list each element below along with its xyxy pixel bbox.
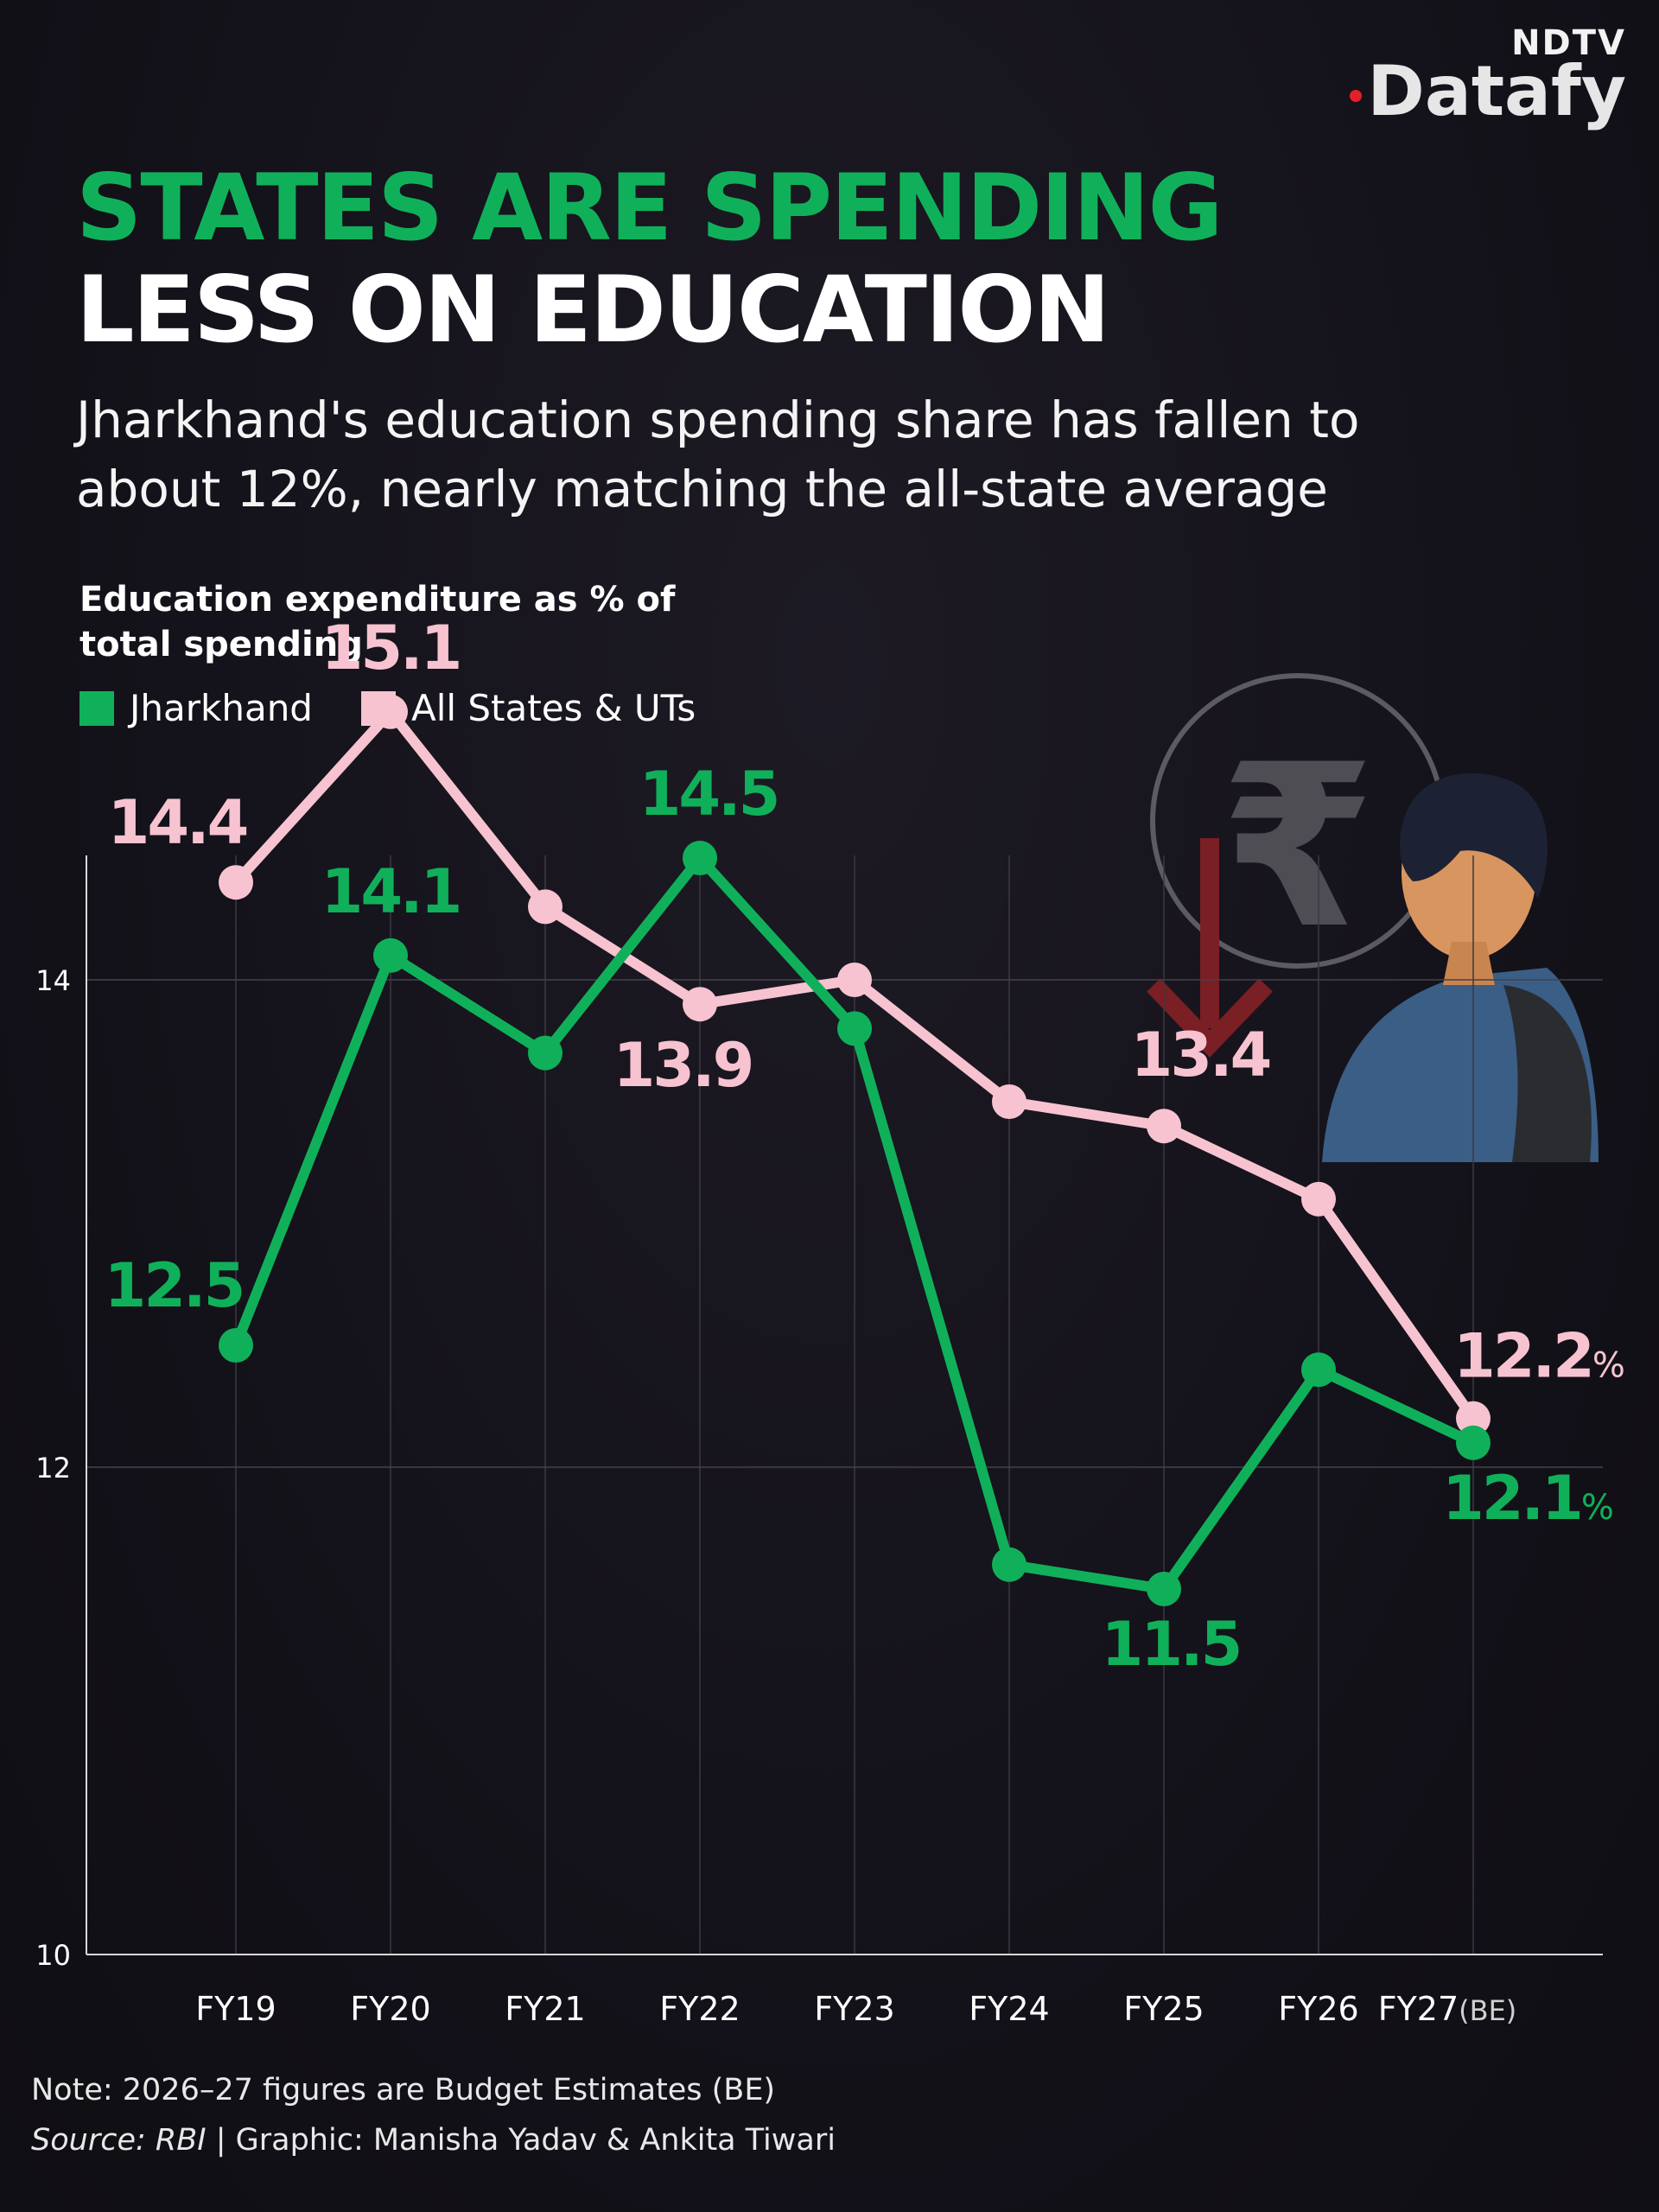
legend-item-jharkhand: Jharkhand [79, 687, 313, 729]
x-tick-label: FY21 [505, 1990, 585, 2028]
brand-dot [1350, 90, 1363, 103]
data-label-suffix: % [1581, 1488, 1612, 1528]
x-tick-label: FY27(BE) [1378, 1990, 1517, 2028]
data-point [837, 1011, 872, 1046]
data-label-suffix: % [1592, 1346, 1624, 1386]
data-point [528, 1035, 563, 1071]
data-point [1456, 1425, 1491, 1460]
data-label: 13.9 [613, 1030, 753, 1101]
data-point [1456, 1401, 1491, 1436]
x-tick-label: FY25 [1123, 1990, 1204, 2028]
title-line-1: STATES ARE SPENDING [76, 155, 1223, 261]
data-label: 12.5 [105, 1250, 244, 1321]
data-point [219, 1328, 253, 1363]
x-tick-label: FY23 [814, 1990, 894, 2028]
data-point [219, 865, 253, 900]
x-tick-label: FY19 [195, 1990, 276, 2028]
data-point [373, 694, 408, 729]
x-tick-label: FY22 [659, 1990, 740, 2028]
svg-text:₹: ₹ [1220, 717, 1376, 978]
brand-bottom: Datafy [1367, 51, 1626, 131]
data-point [837, 963, 872, 997]
note-text: Note: 2026–27 figures are Budget Estimat… [31, 2073, 776, 2107]
legend: Jharkhand All States & UTs [79, 687, 744, 729]
source-label: Source: [31, 2123, 146, 2158]
source-name: RBI [155, 2123, 207, 2158]
data-point [992, 1547, 1027, 1582]
data-label: 15.1 [321, 613, 461, 683]
legend-label-jharkhand: Jharkhand [130, 687, 313, 729]
data-point [373, 938, 408, 973]
legend-swatch-jharkhand [79, 690, 114, 726]
data-point [1147, 1572, 1181, 1606]
data-point [992, 1084, 1027, 1119]
data-point [683, 841, 717, 875]
x-tick-suffix: (BE) [1459, 1994, 1516, 2027]
brand-logo: NDTV Datafy [1350, 26, 1626, 126]
data-point [1301, 1352, 1336, 1388]
data-label: 14.5 [639, 759, 779, 830]
x-tick-label: FY26 [1278, 1990, 1358, 2028]
source-credits: | Graphic: Manisha Yadav & Ankita Tiwari [206, 2123, 836, 2158]
data-label: 14.4 [108, 787, 247, 858]
data-point [1147, 1109, 1181, 1144]
data-label: 11.5 [1102, 1609, 1241, 1680]
data-label: 12.1% [1442, 1463, 1612, 1534]
data-label: 12.2% [1453, 1321, 1624, 1392]
data-label: 14.1 [321, 856, 461, 927]
data-point [1301, 1181, 1336, 1217]
source-line: Source: RBI | Graphic: Manisha Yadav & A… [31, 2115, 836, 2165]
y-tick-label: 10 [35, 1939, 71, 1972]
footnote: Note: 2026–27 figures are Budget Estimat… [31, 2065, 836, 2165]
data-point [683, 987, 717, 1022]
title-line-2: LESS ON EDUCATION [76, 257, 1110, 363]
x-tick-label: FY24 [969, 1990, 1049, 2028]
data-label: 13.4 [1131, 1020, 1270, 1090]
y-tick-label: 12 [35, 1452, 71, 1484]
chart-label: Education expenditure as % of total spen… [79, 580, 676, 664]
y-tick-label: 14 [35, 964, 71, 997]
legend-label-all-states: All States & UTs [410, 687, 696, 729]
rupee-down-student-icon: ₹ [1147, 673, 1599, 1162]
page-title: STATES ARE SPENDING LESS ON EDUCATION [76, 155, 1223, 363]
data-point [528, 889, 563, 925]
subtitle: Jharkhand's education spending share has… [76, 391, 1360, 518]
x-tick-label: FY20 [350, 1990, 430, 2028]
brand-top: NDTV [1511, 23, 1626, 63]
